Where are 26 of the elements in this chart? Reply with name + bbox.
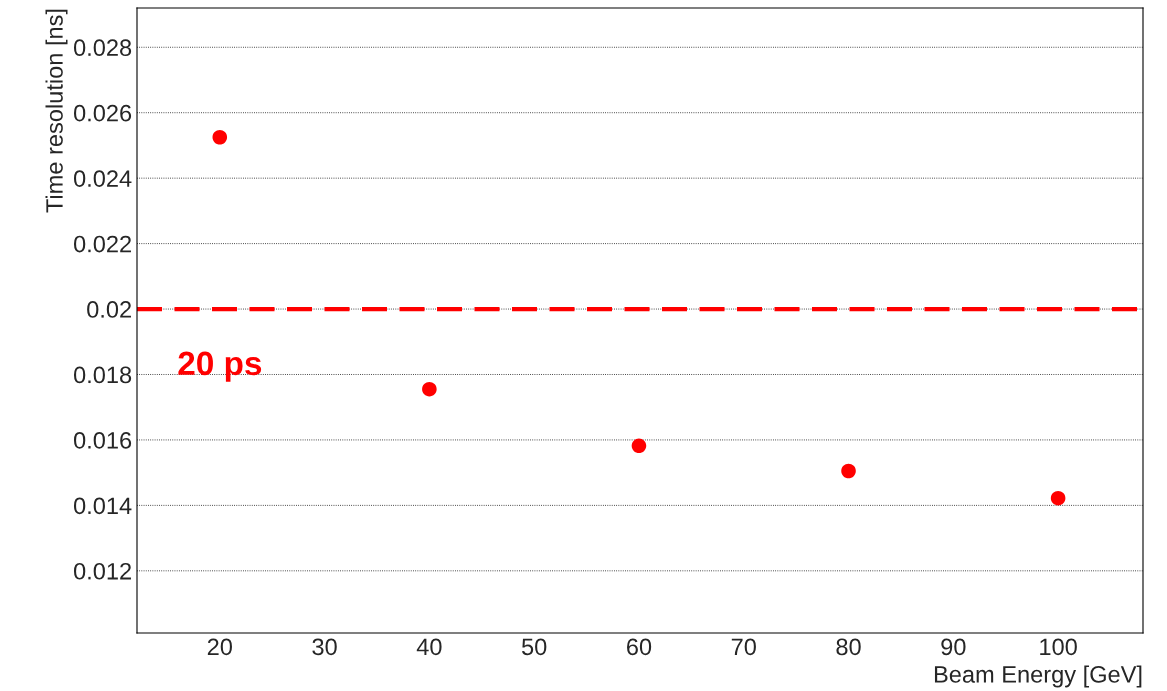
y-tick-label: 0.016 — [73, 432, 132, 449]
point — [212, 129, 228, 145]
x-tick-label: 80 — [836, 638, 861, 656]
x-tick-label: 20 — [207, 638, 232, 656]
point — [841, 463, 856, 479]
y-tick-label: 0.012 — [73, 562, 131, 580]
x-tick-label: 70 — [731, 638, 756, 656]
x-tick-label: 30 — [312, 638, 337, 656]
point — [631, 438, 647, 454]
y-axis-title: Time resolution [ns] — [45, 9, 68, 213]
x-tick-label: 60 — [627, 638, 652, 656]
ref-line-label: 20 ps — [178, 351, 262, 382]
x-tick-label: 90 — [941, 638, 966, 656]
y-tick-label: 0.014 — [73, 497, 132, 515]
y-tick-label: 0.02 — [87, 301, 131, 318]
point — [1050, 490, 1066, 506]
x-axis-title: Beam Energy [GeV] — [934, 665, 1142, 688]
x-tick-label: 40 — [416, 638, 442, 656]
x-tick-label: 50 — [521, 638, 547, 656]
x-tick-label: 100 — [1040, 638, 1077, 656]
y-tick-label: 0.022 — [73, 235, 131, 253]
y-tick-label: 0.018 — [73, 366, 132, 384]
y-tick-label: 0.026 — [73, 104, 132, 122]
y-tick-label: 0.024 — [73, 170, 132, 187]
point — [422, 381, 437, 397]
y-tick-label: 0.028 — [73, 39, 132, 57]
